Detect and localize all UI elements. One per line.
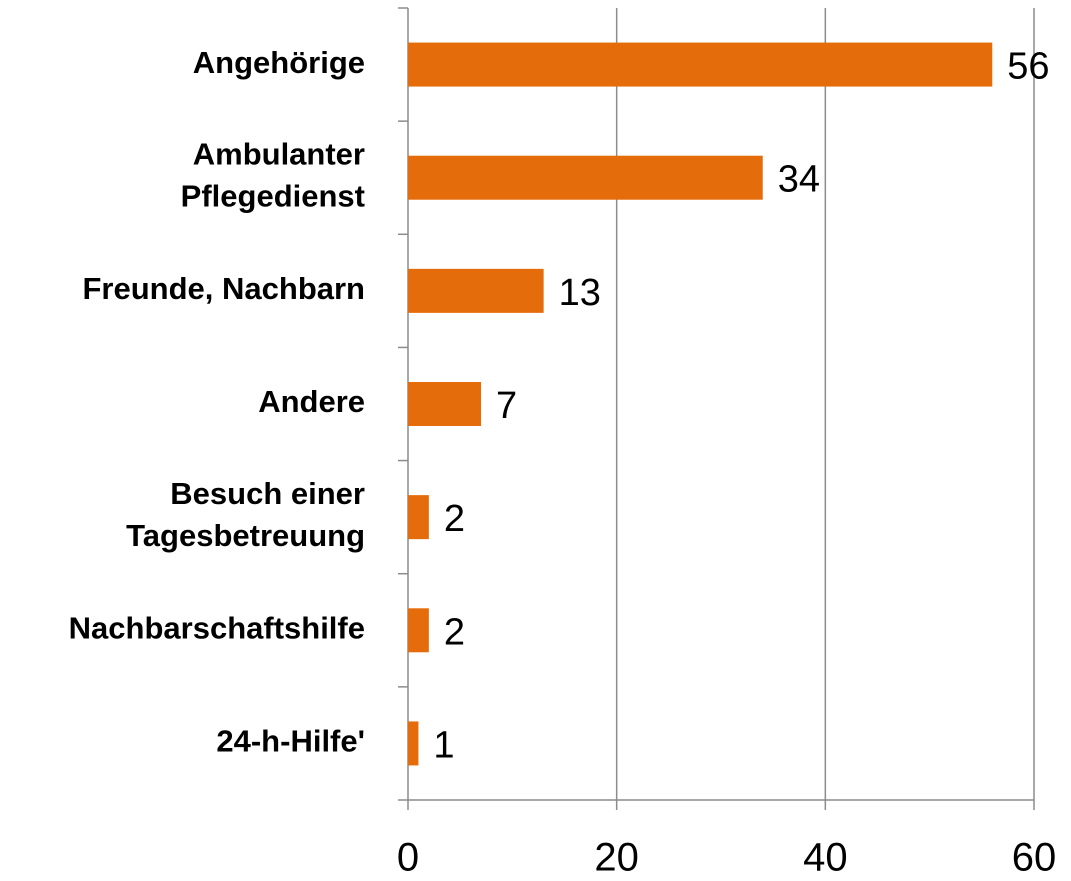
category-label: Andere: [258, 384, 365, 419]
bar: [408, 268, 544, 313]
category-label: Freunde, Nachbarn: [83, 271, 366, 306]
bar: [408, 495, 429, 540]
category-label: Angehörige: [193, 45, 365, 80]
bar: [408, 155, 763, 200]
x-tick-label: 0: [397, 836, 419, 880]
x-tick-label: 40: [803, 836, 848, 880]
value-label: 13: [559, 272, 601, 314]
value-label: 1: [433, 724, 454, 766]
category-label: 24-h-Hilfe': [216, 724, 365, 759]
value-label: 2: [444, 611, 465, 653]
category-label: Nachbarschaftshilfe: [69, 610, 365, 645]
x-tick-label: 60: [1012, 836, 1057, 880]
bar: [408, 382, 482, 426]
bar: [408, 42, 993, 87]
bar: [408, 721, 419, 766]
value-label: 34: [778, 159, 820, 201]
category-label: Besuch einer Tagesbetreuung: [126, 476, 365, 553]
x-tick-label: 20: [594, 836, 639, 880]
value-label: 2: [444, 498, 465, 540]
value-label: 7: [496, 385, 517, 427]
category-label: Ambulanter Pflegedienst: [181, 137, 365, 214]
value-label: 56: [1007, 46, 1049, 88]
bar: [408, 608, 429, 653]
